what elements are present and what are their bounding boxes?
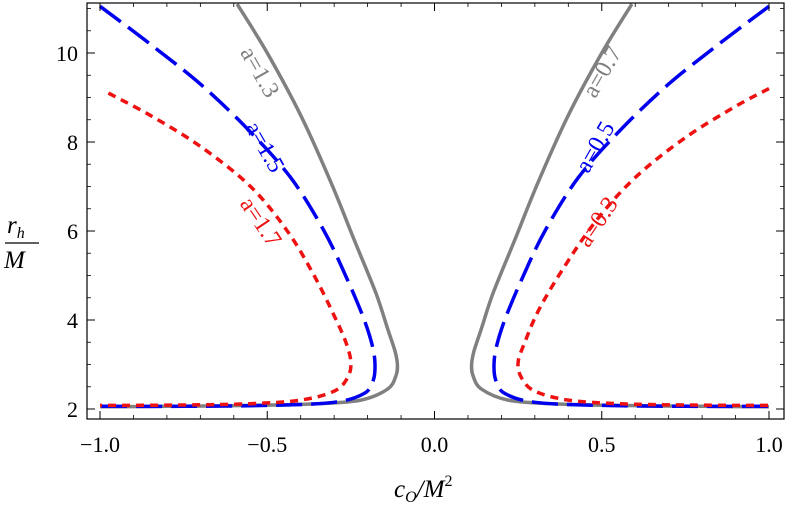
x-tick-label: 1.0: [755, 432, 783, 457]
y-tick-label: 10: [56, 41, 78, 66]
x-tick-label: 0.5: [588, 432, 616, 457]
y-axis-label: rh M: [3, 212, 39, 274]
plot-frame: [86, 2, 785, 420]
ticks-layer: −1.0 −0.5 0.0 0.5 1.0 2 4 6 8 10: [56, 3, 784, 457]
curve-labels-layer: a=1.3a=1.5a=1.7a=0.7a=0.5a=0.3: [234, 42, 627, 252]
y-tick-label: 6: [67, 219, 78, 244]
y-tick-label: 8: [67, 130, 78, 155]
series-line-a-1-5: [98, 4, 377, 409]
series-line-a-0-3: [516, 87, 770, 408]
x-tick-label: −0.5: [247, 432, 287, 457]
x-axis-label: cO/M2: [394, 473, 452, 506]
y-tick-label: 4: [67, 308, 78, 333]
x-tick-label: −1.0: [80, 432, 120, 457]
curve-label-a-1-5: a=1.5: [239, 117, 289, 177]
curve-label-a-0-7: a=0.7: [578, 42, 628, 102]
curve-label-a-1-7: a=1.7: [234, 192, 286, 251]
series-line-a-0-5: [492, 4, 771, 409]
curves-layer: [98, 3, 771, 409]
y-tick-label: 2: [67, 397, 78, 422]
curve-label-a-0-3: a=0.3: [572, 192, 624, 251]
x-tick-label: 0.0: [421, 432, 449, 457]
curve-label-a-0-5: a=0.5: [571, 117, 621, 177]
series-line-a-1-7: [99, 91, 353, 408]
y-axis-label-denominator: M: [3, 247, 26, 274]
y-axis-label-numerator: rh: [7, 212, 25, 242]
